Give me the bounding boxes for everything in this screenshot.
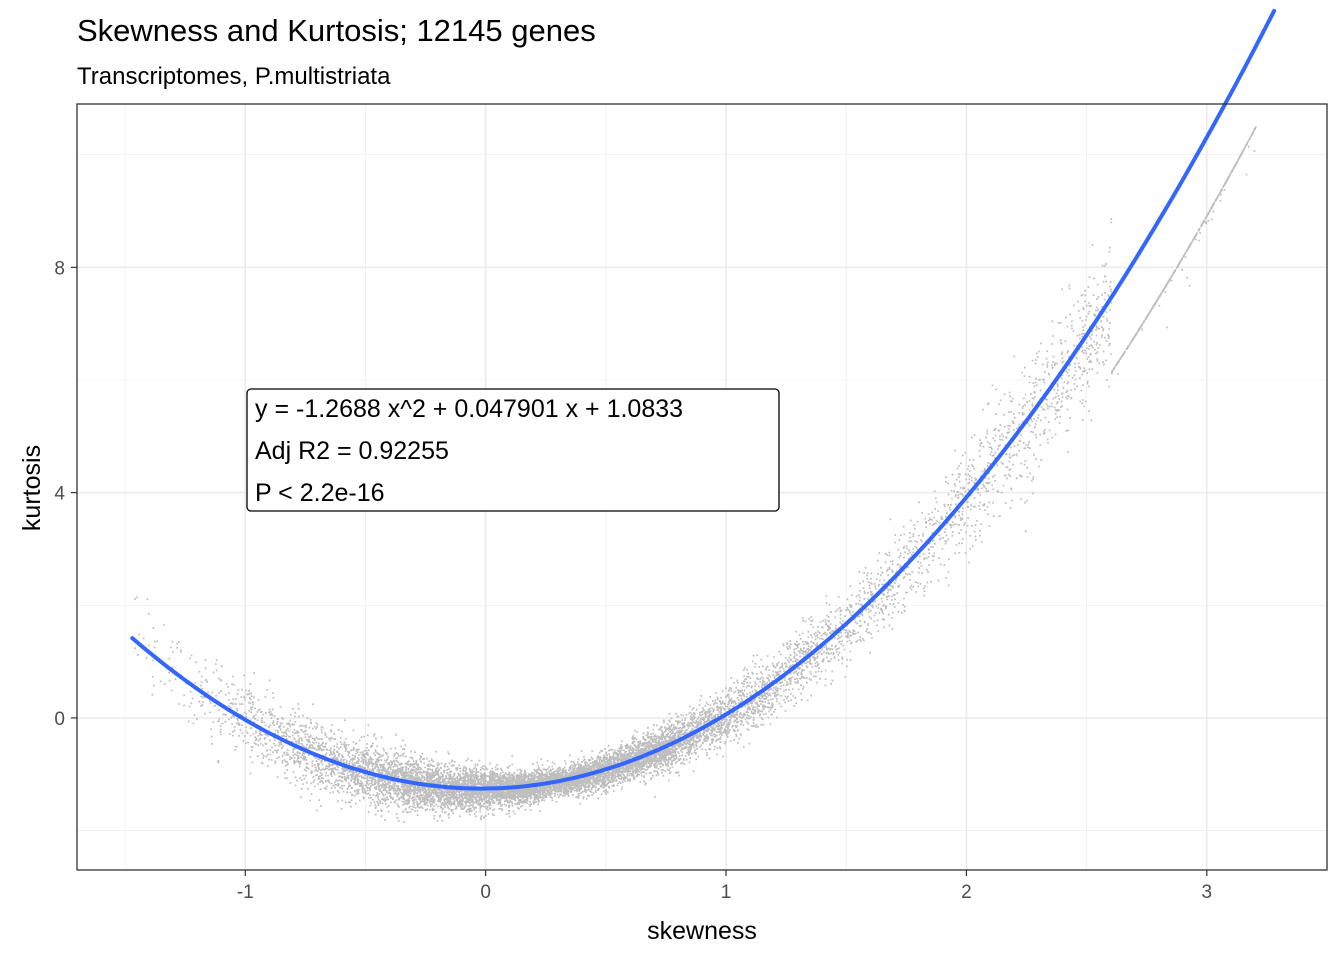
x-tick-label-3: 2 — [961, 882, 972, 903]
axis-ticks: -1 0 1 2 3 0 4 8 — [54, 258, 1212, 903]
x-tick-label-1: 0 — [480, 882, 491, 903]
annotation-r2: Adj R2 = 0.92255 — [255, 437, 449, 465]
regression-annotation: y = -1.2688 x^2 + 0.047901 x + 1.0833 Ad… — [246, 388, 780, 512]
chart-title: Skewness and Kurtosis; 12145 genes — [77, 13, 596, 48]
x-tick-label-2: 1 — [721, 882, 732, 903]
y-tick-label-0: 0 — [54, 709, 65, 730]
x-tick-label-4: 3 — [1202, 882, 1213, 903]
y-tick-label-1: 4 — [54, 484, 65, 505]
annotation-equation: y = -1.2688 x^2 + 0.047901 x + 1.0833 — [255, 395, 683, 423]
annotation-pvalue: P < 2.2e-16 — [255, 479, 385, 507]
annotation-box — [246, 388, 780, 512]
x-tick-label-0: -1 — [237, 882, 254, 903]
chart-subtitle: Transcriptomes, P.multistriata — [77, 63, 391, 90]
y-tick-label-2: 8 — [54, 258, 65, 279]
fit-curve — [130, 8, 1277, 791]
x-axis-title: skewness — [647, 917, 757, 945]
fit-curve-group — [130, 8, 1277, 791]
panel-border — [76, 103, 1328, 871]
y-axis-title: kurtosis — [18, 445, 46, 531]
